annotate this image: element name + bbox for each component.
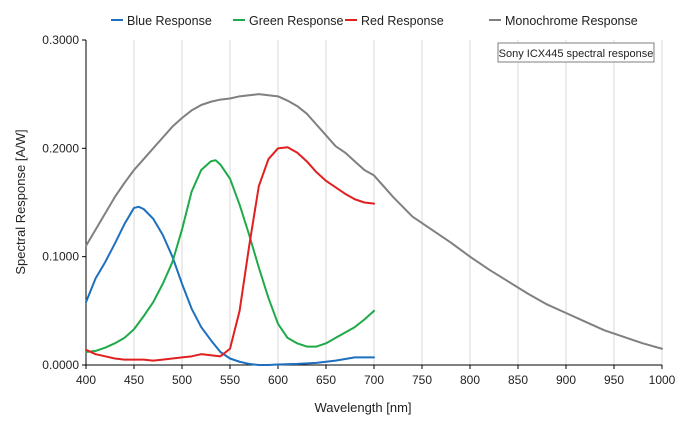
x-tick-label: 500 — [172, 373, 192, 387]
y-tick-label: 0.1000 — [42, 250, 79, 264]
x-tick-label: 750 — [412, 373, 432, 387]
series-line-green-response — [85, 159, 375, 353]
legend: Blue Response Green Response Red Response M… — [111, 14, 638, 28]
x-tick-label: 450 — [124, 373, 144, 387]
annotation-box: Sony ICX445 spectral response — [497, 42, 655, 63]
x-tick-label: 850 — [508, 373, 528, 387]
annotation-text: Sony ICX445 spectral response — [499, 48, 654, 60]
x-tick-label: 900 — [556, 373, 576, 387]
series-line-monochrome-response — [85, 93, 663, 350]
y-axis-title: Spectral Response [A/W] — [13, 129, 28, 274]
y-tick-label: 0.0000 — [42, 358, 79, 372]
legend-item: Blue Response — [111, 14, 212, 28]
x-tick-label: 400 — [76, 373, 96, 387]
x-tick-label: 1000 — [649, 373, 676, 387]
axis-layer: 400 450 500 550 600 650 700 750 800 850 900 950 1000… — [42, 33, 675, 387]
series-layer — [85, 93, 663, 366]
legend-label: Monochrome Response — [505, 14, 638, 28]
legend-label: Green Response — [249, 14, 344, 28]
x-tick-label: 700 — [364, 373, 384, 387]
x-tick-label: 950 — [604, 373, 624, 387]
x-tick-label: 650 — [316, 373, 336, 387]
y-tick-label: 0.3000 — [42, 33, 79, 47]
series-line-blue-response — [85, 205, 375, 366]
grid-layer — [133, 40, 663, 365]
legend-label: Red Response — [361, 14, 444, 28]
legend-item: Monochrome Response — [489, 14, 638, 28]
x-tick-label: 800 — [460, 373, 480, 387]
legend-item: Red Response — [345, 14, 444, 28]
x-tick-label: 550 — [220, 373, 240, 387]
series-line-red-response — [85, 146, 375, 362]
annotation-frame — [497, 42, 655, 63]
legend-item: Green Response — [233, 14, 344, 28]
y-tick-label: 0.2000 — [42, 141, 79, 155]
x-tick-label: 600 — [268, 373, 288, 387]
x-axis-title: Wavelength [nm] — [314, 400, 411, 415]
legend-label: Blue Response — [127, 14, 212, 28]
